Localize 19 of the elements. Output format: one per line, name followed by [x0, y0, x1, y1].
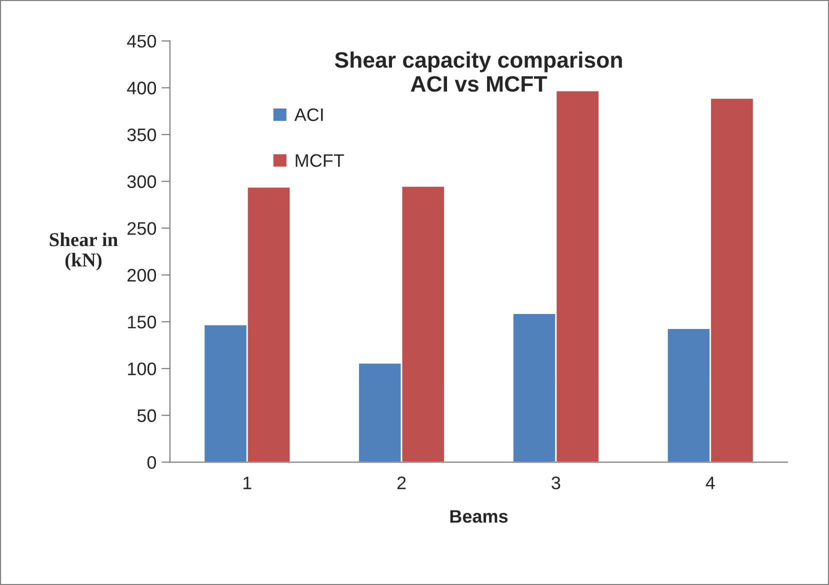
x-tick-label: 2 — [397, 476, 406, 490]
y-tick-label: 400 — [127, 82, 156, 94]
y-tick-label: 200 — [128, 268, 156, 282]
x-tick-label: 3 — [552, 476, 560, 490]
x-tick-label: 1 — [244, 476, 252, 490]
y-tick-label: 150 — [128, 316, 156, 328]
text: Shear capacity comparison ACI vs MCFT — [334, 52, 622, 92]
y-tick-label: 300 — [127, 175, 156, 188]
x-axis-title: Beams — [450, 510, 508, 523]
y-axis-title: Shear in (kN) — [50, 232, 118, 271]
y-tick-label: 450 — [127, 34, 156, 48]
y-tick-label: 100 — [128, 362, 156, 376]
legend-label: MCFT — [296, 154, 344, 167]
legend-label: ACI — [294, 108, 323, 122]
y-tick-label: 0 — [147, 456, 156, 469]
y-tick-label: 250 — [128, 222, 156, 235]
x-tick-label: 4 — [706, 476, 715, 490]
y-tick-label: 350 — [127, 128, 156, 142]
y-tick-label: 50 — [137, 409, 156, 422]
